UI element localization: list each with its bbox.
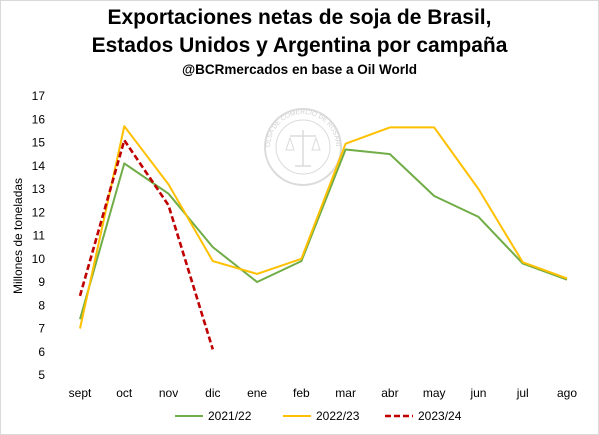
series-line-2023-24 (78, 138, 215, 350)
y-tick-label: 15 (32, 136, 46, 150)
x-tick-label: may (423, 386, 446, 400)
x-tick-label: dic (205, 386, 220, 400)
chart-title-line-1: Exportaciones netas de soja de Brasil, (107, 6, 492, 29)
y-tick-label: 7 (38, 322, 45, 336)
watermark-seal: BOLSA DE COMERCIO DE ROSARIO (0, 0, 342, 186)
x-tick-label: ago (557, 386, 577, 400)
y-tick-label: 6 (38, 345, 45, 359)
chart-subtitle: @BCRmercados en base a Oil World (182, 62, 417, 77)
y-tick-label: 17 (32, 89, 46, 103)
x-tick-label: abr (381, 386, 398, 400)
y-tick-label: 16 (32, 112, 46, 126)
y-tick-label: 13 (32, 182, 46, 196)
y-tick-label: 9 (38, 275, 45, 289)
legend-label: 2023/24 (418, 409, 462, 423)
legend-label: 2021/22 (208, 409, 252, 423)
svg-text:BOLSA DE COMERCIO DE ROSARIO: BOLSA DE COMERCIO DE ROSARIO (0, 0, 341, 147)
y-tick-label: 14 (32, 159, 46, 173)
x-tick-label: jun (469, 386, 486, 400)
x-tick-label: oct (116, 386, 133, 400)
x-tick-label: feb (293, 386, 310, 400)
watermark-text: BOLSA DE COMERCIO DE ROSARIO (0, 0, 341, 147)
x-tick-label: mar (335, 386, 356, 400)
y-tick-label: 8 (38, 298, 45, 312)
y-axis-label: Millones de toneladas (11, 178, 25, 294)
x-tick-label: ene (247, 386, 267, 400)
y-tick-label: 5 (38, 368, 45, 382)
x-tick-label: sept (69, 386, 92, 400)
series-line-2022-23 (79, 125, 568, 329)
y-tick-label: 12 (32, 205, 46, 219)
series-line-2021-22 (79, 148, 568, 320)
legend-label: 2022/23 (316, 409, 360, 423)
x-tick-label: nov (159, 386, 178, 400)
chart-title-line-2: Estados Unidos y Argentina por campaña (91, 34, 508, 57)
y-tick-label: 11 (33, 229, 46, 243)
x-tick-label: jul (516, 386, 529, 400)
y-tick-label: 10 (32, 252, 46, 266)
